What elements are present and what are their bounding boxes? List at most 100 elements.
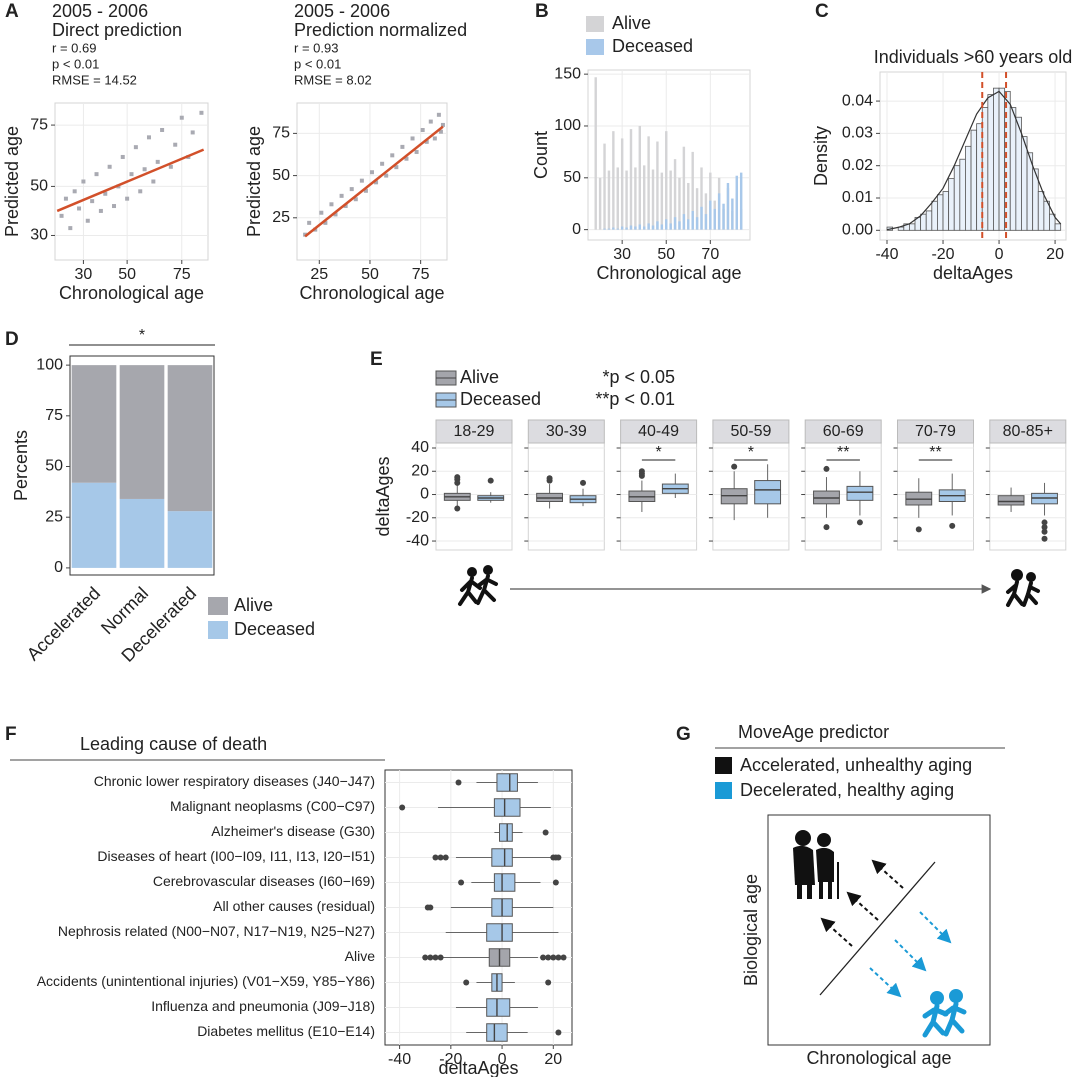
outlier [1041,524,1048,531]
outlier [545,954,552,961]
hist-bar [948,178,955,231]
facet-strip [804,419,882,444]
x-tick-label: -20 [931,246,954,263]
outlier [1041,528,1048,535]
bar [625,170,628,230]
diagonal [819,861,936,996]
y-tick-label: 0.01 [842,189,873,206]
hist-bar [970,129,978,231]
outlier [427,954,434,961]
x-axis-label: deltaAges [933,263,1013,283]
x-tick-label: -40 [388,1051,411,1068]
point [428,119,433,124]
bar [678,221,681,230]
y-tick-label: 25 [272,209,290,226]
point [339,193,344,198]
hist-bar [1009,107,1017,231]
hist-bar [965,145,972,231]
x-tick-label: 30 [613,246,631,263]
outlier [432,954,439,961]
y-tick-label: 0.00 [842,222,873,239]
x-tick-label: -20 [439,1051,462,1068]
hist-bar [1015,116,1022,231]
bar [660,172,664,230]
outlier [823,465,830,472]
plot-panel [527,442,605,551]
point [138,189,143,194]
annotation: RMSE = 8.02 [294,72,372,87]
bar [616,167,619,230]
point [155,159,160,164]
facet-strip [989,419,1067,444]
hist-bar [925,210,933,231]
panel-subtitle: Direct prediction [52,20,182,40]
category-label: Accidents (unintentional injuries) (V01−… [37,973,375,989]
y-tick-label: 0.02 [842,157,873,174]
bar [682,214,686,230]
category-label: Influenza and pneumonia (J09−J18) [151,998,375,1014]
box [486,1023,508,1042]
facet-label: 80-85+ [1003,423,1053,440]
y-tick-label: 0 [54,559,63,576]
bar [607,170,611,230]
y-tick-label: 75 [272,125,290,142]
significance: * [748,444,754,461]
point [81,179,86,184]
plot-panel [54,102,209,261]
legend-swatch [715,757,732,774]
bar [620,226,624,230]
point [103,191,108,196]
point [303,232,308,237]
y-tick-label: 0 [420,486,429,503]
x-tick-label: 30 [75,266,93,283]
bar [700,206,703,230]
hist-bar [909,223,916,231]
box [493,798,521,817]
facet-label: 18-29 [454,423,495,440]
point [420,128,425,133]
outlier [545,979,552,986]
bar [612,131,615,230]
annotation: *p < 0.05 [602,367,675,387]
box [997,495,1025,506]
panel-letter: C [815,1,829,22]
facet-strip [435,419,513,444]
annotation: RMSE = 14.52 [52,72,137,87]
point [307,220,312,225]
bar [642,226,646,230]
box [486,998,511,1017]
bar-segment [71,365,117,483]
panel-title: 2005 - 2006 [294,1,390,21]
diagram-title: MoveAge predictor [738,722,889,742]
point [390,153,395,158]
hist-bar [1021,136,1028,231]
bar [722,203,725,230]
bar [665,219,668,230]
category-label: Alzheimer's disease (G30) [211,823,375,839]
bar [709,200,712,230]
category-label: Chronic lower respiratory diseases (J40−… [94,773,375,789]
panel-letter: A [5,1,19,22]
point [333,212,338,217]
hist-bar [993,87,1000,231]
y-tick-label: 30 [30,227,48,244]
y-tick-label: -40 [406,532,429,549]
bar [612,227,615,230]
annotation: p < 0.01 [294,56,341,71]
point [90,199,95,204]
x-axis-label: Chronological age [806,1048,951,1068]
bar-segment [167,365,213,512]
bar [691,151,694,230]
point [414,149,419,154]
bar [598,177,602,230]
x-tick-label: 70 [701,246,719,263]
bar [678,177,681,230]
point [112,204,117,209]
y-tick-label: 100 [36,356,63,373]
panel-letter: G [676,724,691,745]
y-axis-label: Count [531,131,551,179]
outlier [638,468,645,475]
y-tick-label: 75 [30,116,48,133]
bar [625,227,628,230]
category-label: Malignant neoplasms (C00−C97) [170,798,375,814]
